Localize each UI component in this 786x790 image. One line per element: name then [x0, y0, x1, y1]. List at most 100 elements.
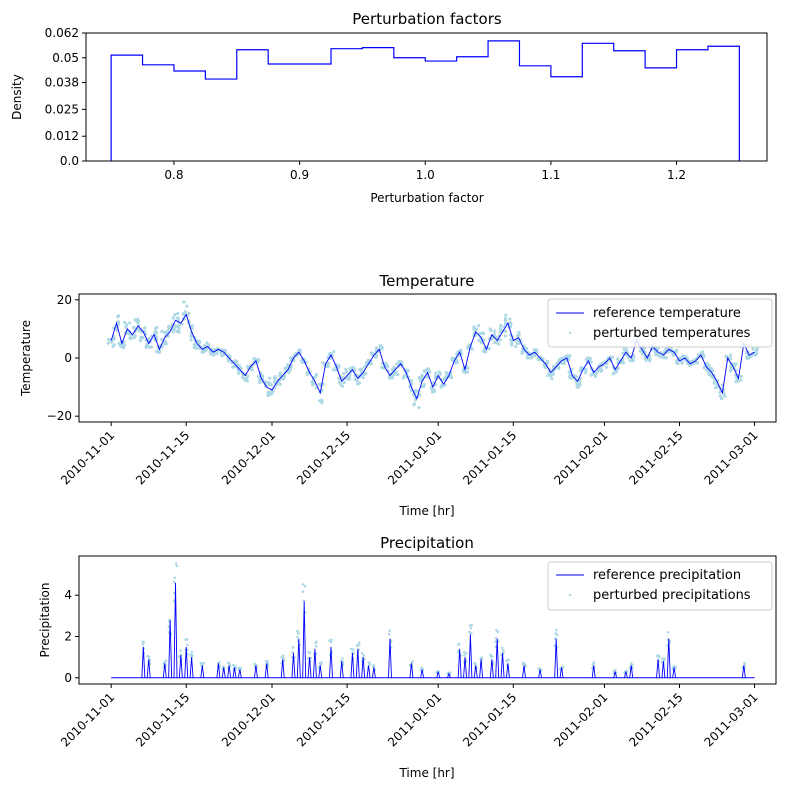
perturbed-point: [141, 643, 145, 646]
perturbed-point: [125, 323, 129, 327]
reference-precipitation-spike: [366, 665, 371, 678]
perturbed-point: [654, 352, 658, 357]
legend-swatch-perturbed: [568, 331, 572, 335]
perturbed-point: [166, 329, 170, 333]
perturbed-point: [370, 353, 374, 357]
perturbed-point: [358, 381, 362, 385]
perturbed-point: [141, 640, 145, 644]
x-tick-label: 2010-12-01: [219, 428, 278, 487]
perturbed-point: [215, 351, 219, 356]
perturbed-point: [411, 660, 414, 663]
perturbed-point: [470, 623, 473, 627]
reference-precipitation-spike: [538, 669, 543, 678]
x-tick-label: 0.8: [164, 168, 183, 182]
perturbed-point: [176, 317, 180, 321]
perturbed-point: [189, 338, 193, 342]
perturbed-point: [662, 657, 666, 660]
histogram-bin: [268, 64, 299, 161]
histogram-bin: [425, 61, 456, 161]
perturbed-point: [638, 349, 643, 353]
perturbed-point: [176, 324, 181, 329]
perturbed-point: [428, 370, 432, 374]
perturbed-point: [477, 338, 481, 343]
perturbed-point: [521, 662, 525, 666]
legend-frame: [547, 561, 773, 611]
reference-precipitation-spike: [468, 634, 473, 678]
reference-precipitation-spike: [388, 638, 392, 678]
perturbed-point: [616, 357, 620, 361]
perturbed-point: [502, 648, 505, 652]
perturbed-point: [164, 659, 168, 663]
perturbed-point: [160, 329, 164, 333]
perturbed-point: [585, 357, 589, 361]
perturbed-point: [430, 387, 434, 391]
y-tick-label: 0.0: [60, 154, 79, 168]
perturbed-point: [344, 367, 348, 371]
x-axis-ticks: 0.8 0.9 1.0 1.1 1.2: [164, 161, 686, 182]
perturbed-point: [242, 376, 246, 380]
perturbed-point: [342, 372, 346, 376]
perturbed-point: [326, 361, 330, 366]
perturbed-point: [246, 374, 250, 378]
perturbed-point: [401, 376, 405, 380]
perturbed-point: [182, 300, 186, 304]
perturbed-point: [366, 358, 370, 362]
x-tick-label: 2011-01-01: [385, 690, 444, 749]
reference-precipitation-spike: [329, 646, 333, 678]
perturbed-point: [438, 372, 442, 376]
perturbed-point: [219, 351, 223, 355]
perturbed-point: [483, 349, 487, 354]
perturbed-point: [489, 655, 493, 658]
perturbed-point: [143, 326, 147, 330]
perturbed-point: [591, 662, 595, 666]
perturbed-point: [441, 384, 445, 388]
perturbed-point: [283, 366, 287, 371]
perturbed-point: [457, 643, 460, 646]
reference-precipitation-spike: [629, 665, 634, 678]
perturbed-point: [349, 647, 353, 651]
perturbed-point: [604, 365, 608, 369]
perturbed-point: [514, 344, 518, 349]
perturbed-point: [154, 350, 159, 354]
reference-precipitation-spike: [661, 661, 666, 678]
perturbed-point: [390, 367, 395, 371]
reference-precipitation-spike: [216, 663, 221, 678]
perturbed-point: [567, 370, 571, 374]
reference-precipitation-spike: [554, 638, 559, 678]
perturbed-point: [470, 632, 473, 635]
perturbed-point: [450, 356, 454, 360]
perturbed-point: [554, 632, 557, 635]
x-axis-ticks: 2010-11-01 2010-11-15 2010-12-01 2010-12-15…: [58, 684, 761, 749]
perturbed-point: [362, 654, 366, 657]
perturbed-point: [528, 356, 533, 360]
perturbed-point: [611, 372, 615, 376]
histogram-bin: [708, 46, 739, 161]
perturbed-point: [314, 373, 319, 377]
reference-precipitation-spike: [559, 667, 564, 678]
chart-title: Temperature: [378, 272, 474, 290]
perturbed-point: [628, 359, 632, 363]
perturbed-point: [281, 654, 285, 657]
perturbed-point: [263, 380, 268, 384]
reference-precipitation-spike: [371, 667, 376, 678]
perturbed-point: [674, 665, 677, 669]
reference-precipitation-spike: [741, 665, 746, 678]
perturbed-point: [237, 371, 241, 375]
panel-perturbation-factors: Perturbation factors 0.8 0.9 1.0 1.1 1.2 0.0…: [10, 10, 768, 205]
perturbed-point: [578, 369, 582, 373]
perturbed-point: [179, 649, 182, 652]
reference-precipitation-spike: [173, 582, 178, 678]
perturbed-point: [367, 661, 371, 664]
perturbed-point: [390, 374, 394, 378]
x-tick-label: 2010-11-15: [133, 690, 192, 749]
perturbed-point: [418, 376, 422, 381]
x-tick-label: 2010-11-15: [133, 428, 192, 487]
perturbed-point: [546, 373, 550, 377]
perturbed-point: [575, 385, 579, 389]
perturbed-point: [408, 663, 412, 667]
histogram-bin: [237, 50, 268, 161]
perturbed-point: [360, 651, 364, 655]
histogram-bin: [174, 71, 205, 161]
perturbed-point: [187, 311, 191, 315]
perturbed-point: [280, 656, 283, 659]
